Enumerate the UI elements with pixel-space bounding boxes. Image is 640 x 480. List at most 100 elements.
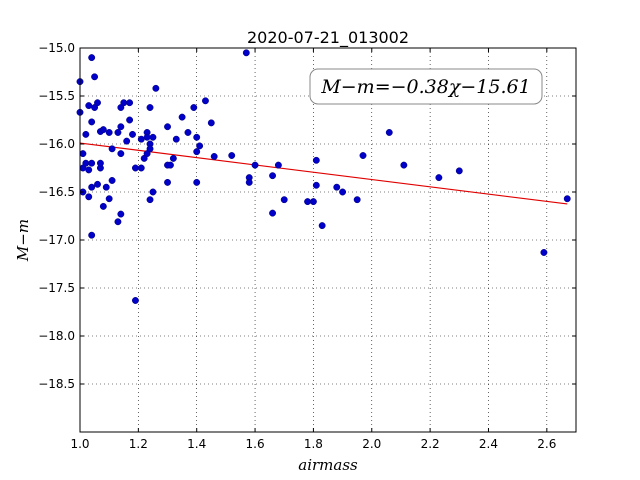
data-point bbox=[146, 104, 154, 111]
data-point bbox=[169, 154, 177, 162]
x-tick-label: 1.4 bbox=[187, 437, 206, 451]
data-point bbox=[196, 142, 204, 150]
data-point bbox=[269, 172, 277, 180]
y-tick-label: −17.5 bbox=[38, 281, 75, 295]
y-tick-label: −16.5 bbox=[38, 185, 75, 199]
data-point bbox=[228, 152, 236, 159]
data-point bbox=[129, 130, 136, 138]
x-tick-label: 1.2 bbox=[129, 437, 148, 451]
data-point bbox=[269, 209, 277, 217]
data-point bbox=[123, 137, 131, 145]
data-point bbox=[146, 196, 154, 204]
data-point bbox=[172, 135, 180, 143]
data-point bbox=[359, 152, 367, 159]
data-point bbox=[385, 129, 393, 136]
data-point bbox=[280, 196, 288, 204]
data-point bbox=[82, 130, 90, 138]
y-tick-label: −16.0 bbox=[38, 137, 75, 151]
y-tick-label: −15.5 bbox=[38, 89, 75, 103]
data-point bbox=[353, 196, 361, 204]
data-point bbox=[207, 119, 215, 127]
data-point bbox=[146, 145, 154, 153]
data-point bbox=[149, 188, 157, 196]
data-point bbox=[210, 153, 218, 160]
data-point bbox=[88, 183, 96, 191]
x-tick-label: 1.8 bbox=[304, 437, 323, 451]
x-tick-label: 2.0 bbox=[362, 437, 381, 451]
fit-line-group bbox=[79, 142, 568, 205]
data-point bbox=[105, 129, 113, 136]
data-points bbox=[76, 49, 571, 304]
data-point bbox=[120, 99, 128, 107]
x-tick-label: 1.6 bbox=[246, 437, 265, 451]
data-point bbox=[131, 164, 139, 172]
data-point bbox=[94, 180, 101, 188]
data-point bbox=[152, 84, 160, 92]
x-tick-label: 2.4 bbox=[479, 437, 498, 451]
data-point bbox=[137, 135, 145, 143]
data-point bbox=[184, 129, 192, 136]
data-point bbox=[85, 193, 93, 201]
data-point bbox=[126, 99, 134, 107]
data-point bbox=[540, 249, 548, 256]
x-tick-label: 2.6 bbox=[537, 437, 556, 451]
data-point bbox=[435, 174, 443, 182]
data-point bbox=[318, 222, 326, 230]
data-point bbox=[85, 166, 93, 174]
data-point bbox=[339, 188, 347, 196]
data-point bbox=[94, 99, 101, 107]
data-point bbox=[304, 198, 312, 206]
grid-lines bbox=[79, 47, 576, 432]
data-point bbox=[85, 102, 93, 110]
x-axis-label: airmass bbox=[298, 456, 358, 474]
data-point bbox=[312, 181, 320, 189]
data-point bbox=[117, 150, 125, 158]
data-point bbox=[105, 195, 113, 203]
data-point bbox=[126, 116, 134, 124]
chart-title: 2020-07-21_013002 bbox=[247, 28, 409, 48]
data-point bbox=[117, 123, 125, 131]
data-point bbox=[149, 133, 157, 141]
data-point bbox=[333, 183, 341, 191]
data-point bbox=[88, 159, 96, 167]
fit-equation-text: M−m=−0.38χ−15.61 bbox=[320, 76, 530, 98]
data-point bbox=[108, 177, 116, 184]
data-point bbox=[79, 150, 87, 158]
data-point bbox=[137, 164, 145, 172]
data-point bbox=[91, 73, 99, 81]
data-point bbox=[251, 161, 259, 169]
data-point bbox=[166, 161, 174, 169]
data-point bbox=[99, 126, 107, 134]
data-point bbox=[164, 178, 171, 186]
data-point bbox=[164, 123, 171, 131]
data-point bbox=[114, 218, 122, 226]
data-point bbox=[114, 129, 122, 136]
y-tick-label: −18.0 bbox=[38, 329, 75, 343]
data-point bbox=[245, 178, 253, 186]
data-point bbox=[88, 54, 96, 62]
data-point bbox=[82, 159, 90, 167]
data-point bbox=[190, 104, 198, 111]
x-tick-label: 2.2 bbox=[421, 437, 440, 451]
fit-line bbox=[79, 142, 568, 205]
data-point bbox=[242, 49, 250, 57]
y-tick-label: −15.0 bbox=[38, 41, 75, 55]
data-point bbox=[117, 210, 125, 218]
data-point bbox=[143, 133, 151, 141]
data-point bbox=[88, 118, 96, 126]
data-point bbox=[88, 231, 96, 239]
data-point bbox=[102, 183, 110, 191]
data-point bbox=[563, 195, 571, 203]
data-point bbox=[193, 133, 201, 141]
data-point bbox=[99, 202, 107, 210]
data-point bbox=[202, 97, 209, 105]
data-point bbox=[193, 178, 201, 186]
data-point bbox=[274, 161, 282, 169]
axis-ticks: 1.0 1.2 1.4 1.6 1.8 2.0 2.2 2.4 2.6 −15.0 −15.5 −16… bbox=[38, 41, 576, 451]
data-point bbox=[131, 297, 139, 304]
data-point bbox=[400, 161, 408, 169]
y-tick-label: −17.0 bbox=[38, 233, 75, 247]
data-point bbox=[96, 159, 104, 167]
data-point bbox=[312, 156, 320, 164]
